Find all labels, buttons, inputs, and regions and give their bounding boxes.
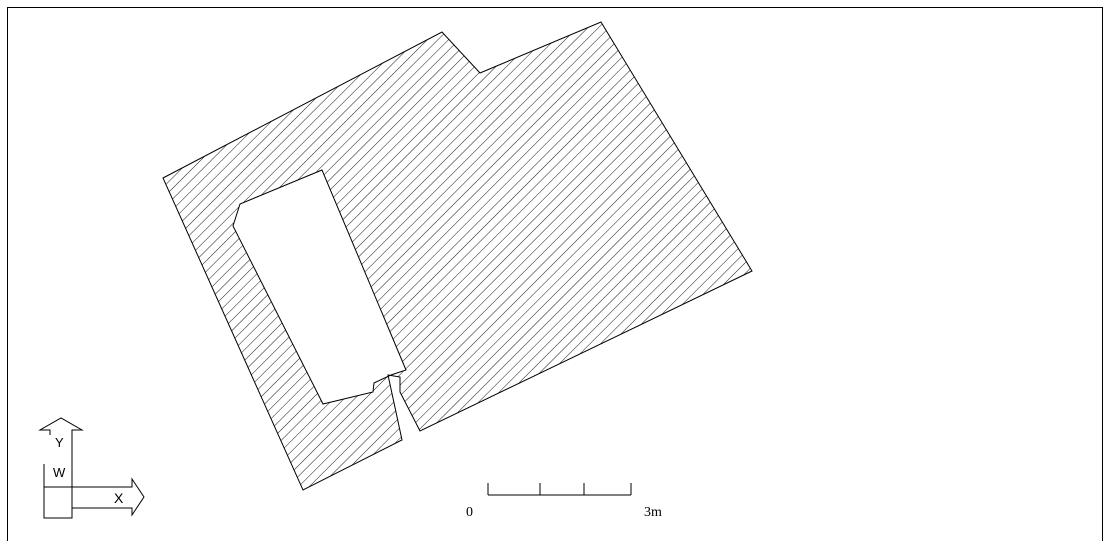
scale-bar	[487, 483, 632, 496]
ucs-y-arrow	[38, 417, 84, 487]
ucs-y-label: Y	[55, 435, 64, 450]
ucs-icon	[38, 417, 145, 519]
ucs-x-arrow	[72, 477, 145, 517]
ucs-x-label: X	[114, 490, 124, 506]
ucs-corner	[43, 464, 73, 519]
hatched-region	[162, 21, 753, 491]
scale-bar-end-label: 3m	[644, 505, 662, 520]
viewport-border	[7, 7, 1103, 541]
scale-bar-start-label: 0	[466, 505, 473, 520]
ucs-w-label: W	[53, 465, 66, 480]
